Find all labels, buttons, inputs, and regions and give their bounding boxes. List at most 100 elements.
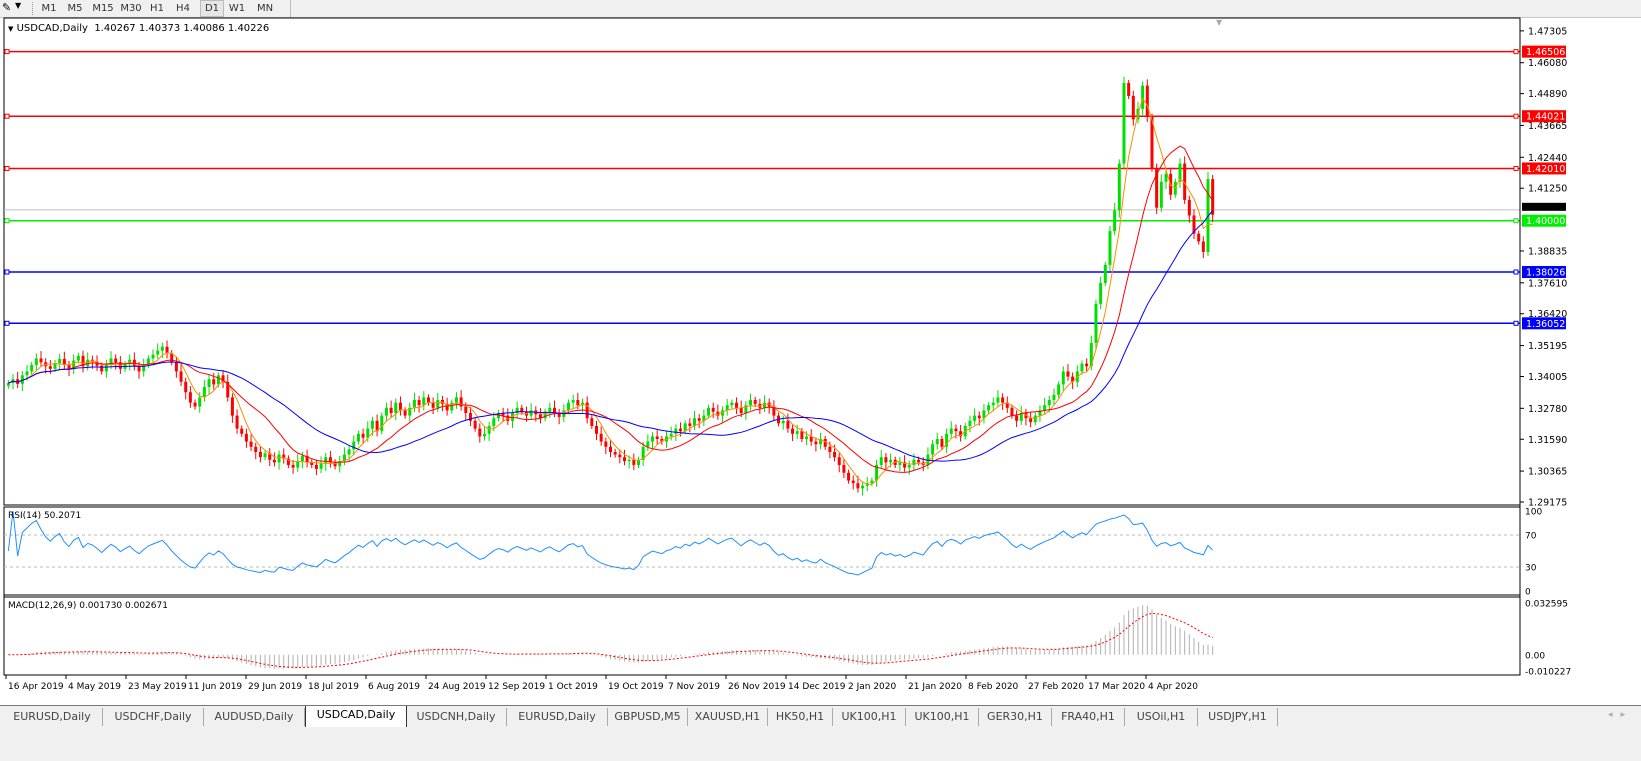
candle-body xyxy=(375,420,379,432)
candle-body xyxy=(394,402,398,414)
timeframe-w1[interactable]: W1 xyxy=(228,3,246,14)
candle-body xyxy=(212,379,216,385)
price-tick-label: 1.36420 xyxy=(1528,309,1567,320)
macd-label: MACD(12,26,9) 0.001730 0.002671 xyxy=(8,601,168,611)
tab-uk100-h1[interactable]: UK100,H1 xyxy=(833,708,906,726)
collapse-triangle-icon[interactable]: ▼ xyxy=(8,25,14,33)
level-price-badge xyxy=(1522,265,1566,278)
candle-body xyxy=(1089,342,1093,367)
candle-body xyxy=(160,346,164,351)
timeframe-m5[interactable]: M5 xyxy=(67,3,83,14)
tab-gbpusd-m5[interactable]: GBPUSD,M5 xyxy=(608,708,688,726)
candle-body xyxy=(1010,407,1014,416)
tab-usdjpy-h1[interactable]: USDJPY,H1 xyxy=(1198,708,1278,726)
candle-body xyxy=(1080,363,1084,372)
level-handle xyxy=(1513,320,1519,326)
candle-body xyxy=(1071,376,1075,382)
candle-body xyxy=(109,358,113,365)
level-price-label: 1.40000 xyxy=(1526,216,1565,227)
tab-usdcad-daily[interactable]: USDCAD,Daily xyxy=(305,706,407,728)
candle-body xyxy=(174,362,178,372)
tab-usdcnh-daily[interactable]: USDCNH,Daily xyxy=(406,708,507,726)
tab-scroll-arrows[interactable]: ◂▸ xyxy=(1607,710,1633,720)
candle-body xyxy=(198,397,202,407)
tab-usdchf-daily[interactable]: USDCHF,Daily xyxy=(103,708,204,726)
candle-body xyxy=(604,441,608,447)
candle-body xyxy=(319,463,323,469)
tab-hk50-h1[interactable]: HK50,H1 xyxy=(768,708,833,726)
tab-eurusd-daily[interactable]: EURUSD,Daily xyxy=(2,708,103,726)
candle-body xyxy=(949,428,953,434)
macd-tick-label: 0.032595 xyxy=(1525,600,1568,610)
rsi-tick-label: 100 xyxy=(1525,508,1542,518)
date-tick-label: 29 Jun 2019 xyxy=(248,682,302,692)
candle-body xyxy=(1043,405,1047,411)
candle-body xyxy=(361,433,365,438)
candle-body xyxy=(1141,85,1145,109)
date-tick-label: 4 May 2019 xyxy=(68,682,121,692)
tab-usoil-h1[interactable]: USOil,H1 xyxy=(1125,708,1198,726)
level-handle xyxy=(1513,269,1519,275)
candle-body xyxy=(660,438,664,442)
candle-body xyxy=(25,371,29,376)
toolbar-grip[interactable] xyxy=(32,2,35,15)
level-handle xyxy=(1513,165,1519,171)
candle-body xyxy=(104,364,108,372)
candle-body xyxy=(861,485,865,489)
candle-body xyxy=(1159,181,1163,208)
candle-body xyxy=(426,397,430,403)
candle-body xyxy=(837,457,841,465)
candle-body xyxy=(431,402,435,408)
tab-ger30-h1[interactable]: GER30,H1 xyxy=(979,708,1052,726)
candle-body xyxy=(6,383,10,386)
timeframe-d1[interactable]: D1 xyxy=(200,0,224,17)
candle-body xyxy=(819,438,823,445)
candle-body xyxy=(1038,410,1042,416)
tab-eurusd-daily[interactable]: EURUSD,Daily xyxy=(507,708,608,726)
candle-body xyxy=(193,402,197,407)
price-tick-label: 1.35195 xyxy=(1528,341,1567,352)
date-tick-label: 7 Nov 2019 xyxy=(668,682,720,692)
ma-fast-line xyxy=(8,97,1213,485)
candle-body xyxy=(552,407,556,414)
candle-body xyxy=(53,363,57,369)
candle-body xyxy=(1183,163,1187,200)
timeframe-m30[interactable]: M30 xyxy=(120,3,142,14)
candle-body xyxy=(707,407,711,416)
chart-ohlc: 1.40267 1.40373 1.40086 1.40226 xyxy=(94,23,270,34)
tab-fra40-h1[interactable]: FRA40,H1 xyxy=(1052,708,1125,726)
timeframe-m1[interactable]: M1 xyxy=(41,3,57,14)
timeframe-h1[interactable]: H1 xyxy=(150,3,164,14)
candle-body xyxy=(268,453,272,460)
candle-body xyxy=(702,415,706,421)
date-tick-label: 23 May 2019 xyxy=(128,682,187,692)
candle-body xyxy=(856,483,860,489)
candle-body xyxy=(254,446,258,452)
chevron-down-icon[interactable]: ▼ xyxy=(15,1,22,10)
candle-body xyxy=(725,405,729,411)
candle-body xyxy=(170,353,174,363)
candle-body xyxy=(968,420,972,426)
date-tick-label: 27 Feb 2020 xyxy=(1028,682,1084,692)
rsi-panel xyxy=(3,506,1521,596)
candle-body xyxy=(230,397,234,416)
timeframe-m15[interactable]: M15 xyxy=(92,3,114,14)
timeframe-h4[interactable]: H4 xyxy=(176,3,190,14)
candle-body xyxy=(48,366,52,369)
level-handle xyxy=(4,165,10,171)
candle-body xyxy=(637,459,641,465)
candle-body xyxy=(100,365,104,372)
line-studies-icon[interactable]: ✎ xyxy=(2,1,12,14)
tab-audusd-daily[interactable]: AUDUSD,Daily xyxy=(204,708,305,726)
tab-uk100-h1[interactable]: UK100,H1 xyxy=(906,708,979,726)
candle-body xyxy=(249,441,253,447)
candle-body xyxy=(473,420,477,429)
tab-xauusd-h1[interactable]: XAUUSD,H1 xyxy=(688,708,768,726)
candle-body xyxy=(272,459,276,463)
candle-body xyxy=(1085,363,1089,367)
price-tick-label: 1.31590 xyxy=(1528,435,1567,446)
candle-body xyxy=(202,387,206,398)
chart-area[interactable]: 1.47305 1.46080 1.44890 1.43665 1.42440 1.412… xyxy=(0,17,1641,705)
timeframe-mn[interactable]: MN xyxy=(256,3,274,14)
candle-body xyxy=(142,364,146,372)
